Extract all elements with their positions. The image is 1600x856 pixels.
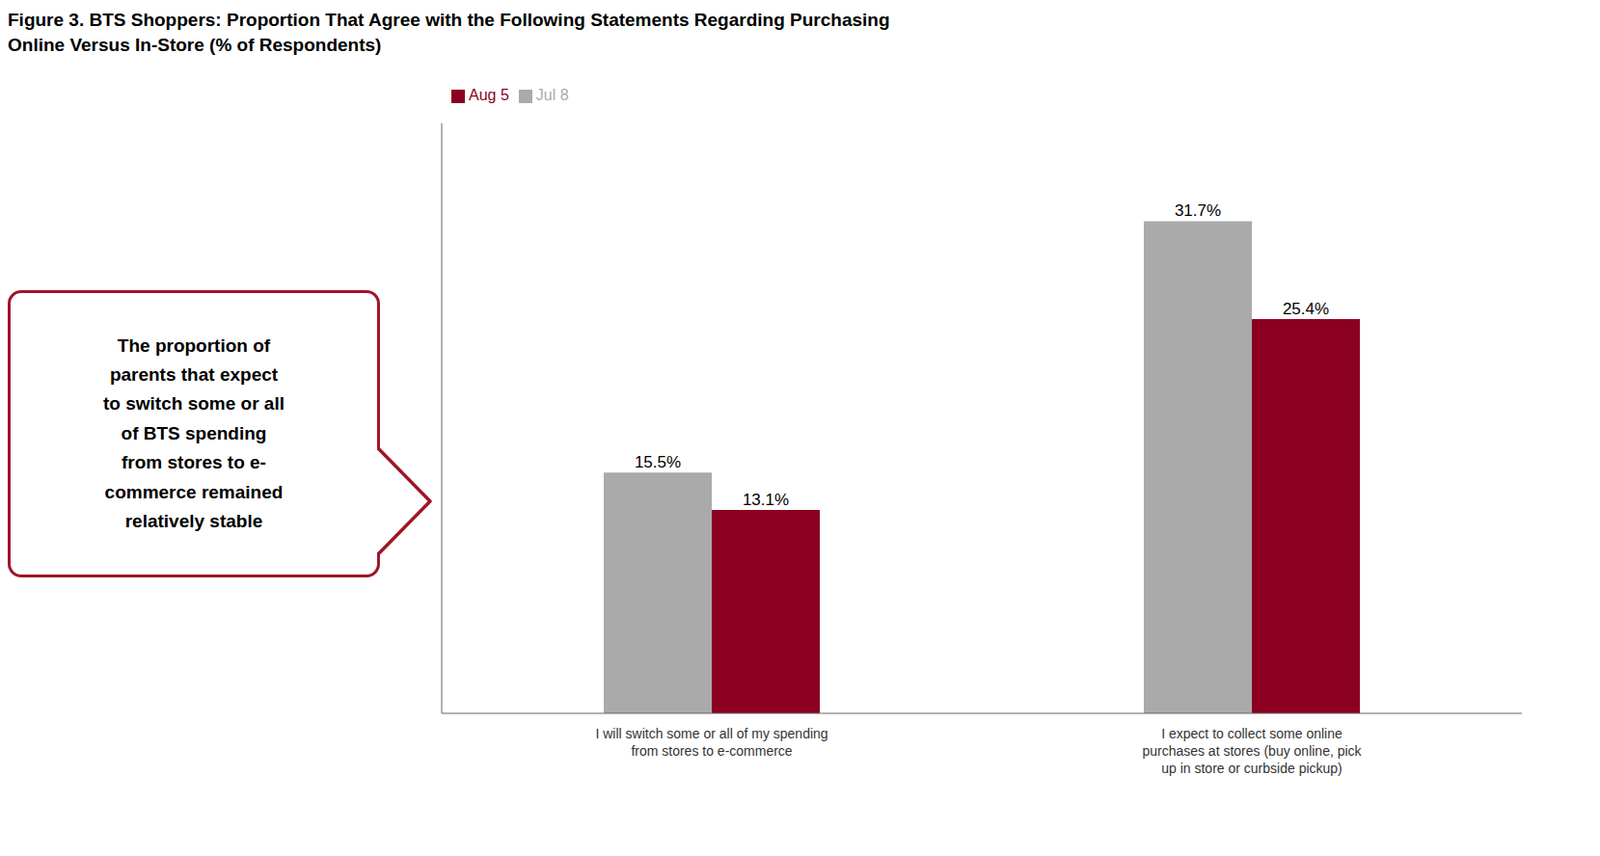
html-text:Figure 3. BTS Shoppers: Propor: Figure 3. BTS Shoppers: Proportion That … — [7, 9, 890, 30]
html-text:parents that expect: parents that expect — [109, 364, 278, 385]
html-text:of BTS spending: of BTS spending — [121, 423, 267, 444]
svg-text:31.7%: 31.7% — [1174, 201, 1221, 220]
svg-text:15.5%: 15.5% — [634, 453, 681, 472]
svg-text:13.1%: 13.1% — [742, 490, 789, 510]
html-text:to switch some or all: to switch some or all — [103, 393, 285, 415]
svg-text:25.4%: 25.4% — [1282, 299, 1329, 319]
html-text:relatively stable: relatively stable — [125, 511, 263, 532]
html-text:The proportion of: The proportion of — [117, 335, 271, 356]
html-text:Aug 5: Aug 5 — [468, 86, 510, 104]
svg-text:I expect to collect some onlin: I expect to collect some onlinepurchases… — [1141, 726, 1362, 777]
html-text:from stores to e-: from stores to e- — [121, 452, 267, 473]
svg-text:I will switch some or all of m: I will switch some or all of my spending… — [595, 726, 828, 760]
html-text:Online Versus In-Store (% of R: Online Versus In-Store (% of Respondents… — [7, 34, 382, 55]
html-text:commerce remained: commerce remained — [104, 481, 283, 503]
html-text:Jul 8: Jul 8 — [536, 86, 569, 104]
